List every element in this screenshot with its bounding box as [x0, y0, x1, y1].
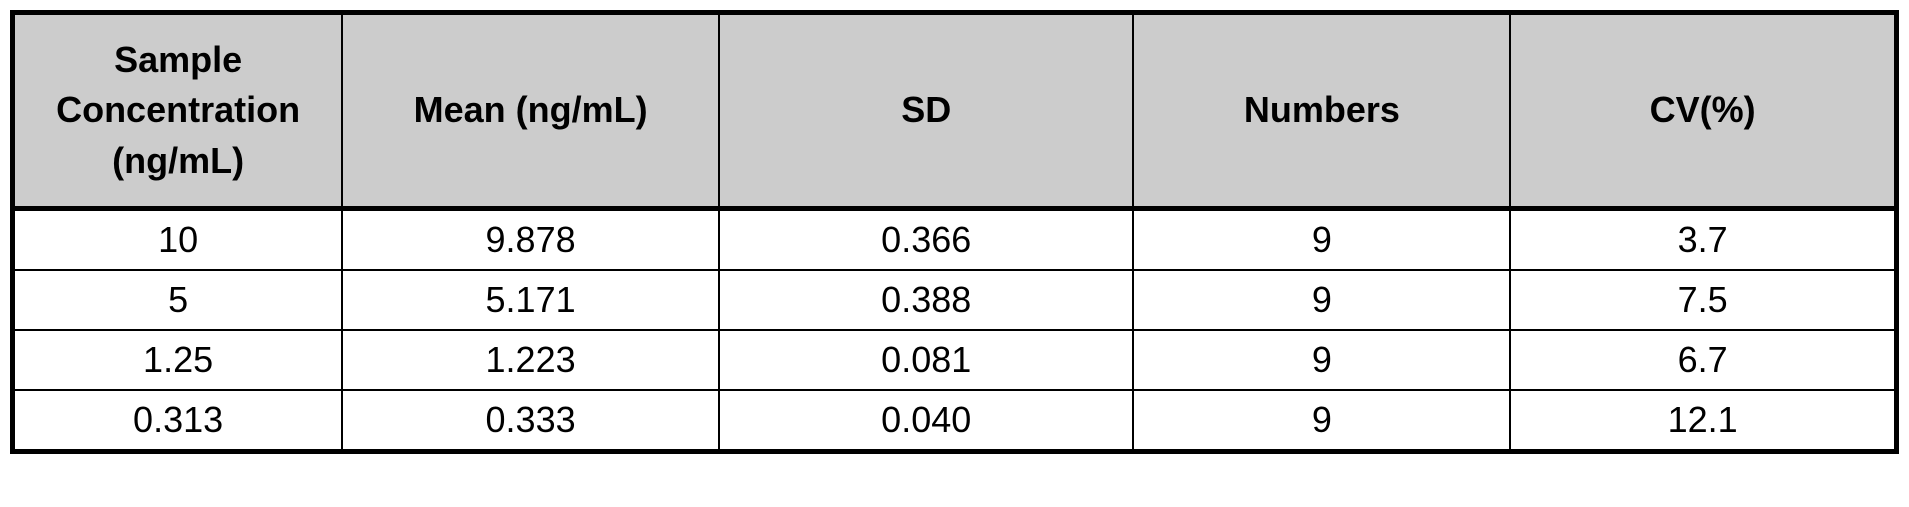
- header-mean: Mean (ng/mL): [342, 13, 719, 209]
- header-sd: SD: [719, 13, 1133, 209]
- cell-sd: 0.388: [719, 270, 1133, 330]
- cell-sample-concentration: 10: [13, 209, 343, 271]
- cell-mean: 0.333: [342, 390, 719, 452]
- cell-sample-concentration: 5: [13, 270, 343, 330]
- cell-numbers: 9: [1133, 270, 1510, 330]
- header-sample-concentration: Sample Concentration (ng/mL): [13, 13, 343, 209]
- table-body: 10 9.878 0.366 9 3.7 5 5.171 0.388 9 7.5…: [13, 209, 1897, 452]
- table-row: 10 9.878 0.366 9 3.7: [13, 209, 1897, 271]
- cell-cv: 3.7: [1510, 209, 1896, 271]
- table-row: 1.25 1.223 0.081 9 6.7: [13, 330, 1897, 390]
- cell-numbers: 9: [1133, 330, 1510, 390]
- cell-cv: 7.5: [1510, 270, 1896, 330]
- cell-cv: 6.7: [1510, 330, 1896, 390]
- cell-sample-concentration: 0.313: [13, 390, 343, 452]
- cell-sample-concentration: 1.25: [13, 330, 343, 390]
- cell-sd: 0.040: [719, 390, 1133, 452]
- cell-numbers: 9: [1133, 390, 1510, 452]
- cell-numbers: 9: [1133, 209, 1510, 271]
- header-numbers: Numbers: [1133, 13, 1510, 209]
- cell-cv: 12.1: [1510, 390, 1896, 452]
- table-row: 0.313 0.333 0.040 9 12.1: [13, 390, 1897, 452]
- header-row: Sample Concentration (ng/mL) Mean (ng/mL…: [13, 13, 1897, 209]
- cell-mean: 1.223: [342, 330, 719, 390]
- data-table: Sample Concentration (ng/mL) Mean (ng/mL…: [10, 10, 1899, 454]
- cell-sd: 0.366: [719, 209, 1133, 271]
- cell-mean: 9.878: [342, 209, 719, 271]
- cell-mean: 5.171: [342, 270, 719, 330]
- header-cv: CV(%): [1510, 13, 1896, 209]
- table-header: Sample Concentration (ng/mL) Mean (ng/mL…: [13, 13, 1897, 209]
- table-row: 5 5.171 0.388 9 7.5: [13, 270, 1897, 330]
- cell-sd: 0.081: [719, 330, 1133, 390]
